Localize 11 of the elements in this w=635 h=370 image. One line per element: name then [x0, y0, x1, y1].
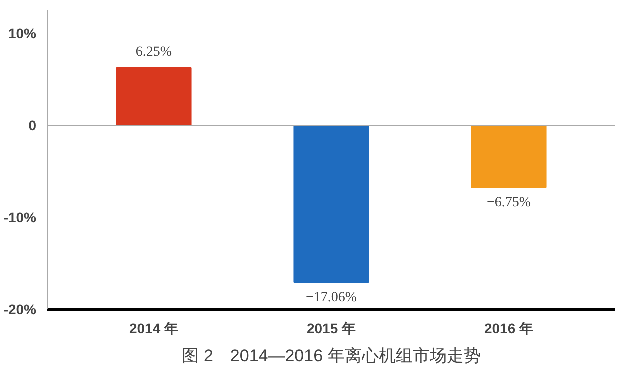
x-tick-label: 2014 年: [129, 320, 179, 336]
x-tick-label: 2015 年: [306, 320, 356, 336]
data-label: −6.75%: [486, 196, 532, 211]
x-tick-label: 2016 年: [484, 320, 534, 336]
y-tick-label: -10%: [4, 210, 38, 226]
text: 图 2 2014—2016 年离心机组市场走势: [182, 346, 481, 366]
data-label: −17.06%: [306, 290, 358, 306]
y-tick-label: 10%: [8, 26, 38, 42]
y-tick-label: 0: [28, 118, 37, 134]
data-label: 6.25%: [136, 45, 172, 60]
y-tick-label: -20%: [4, 302, 38, 318]
